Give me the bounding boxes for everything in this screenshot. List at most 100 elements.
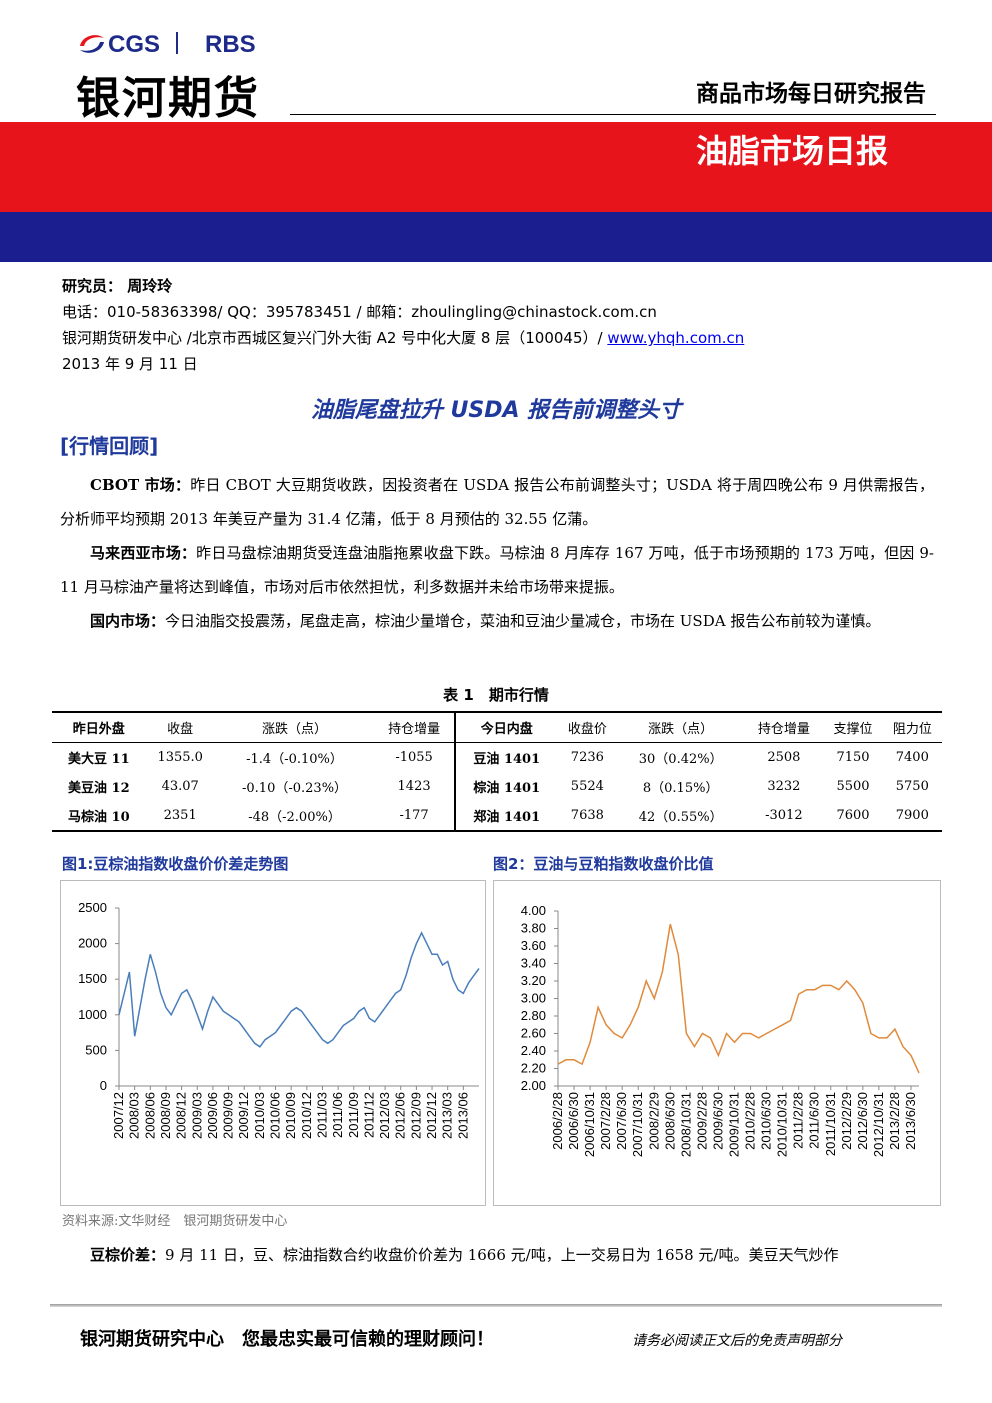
x-tick-label: 2011/09: [346, 1092, 361, 1138]
x-tick-label: 2006/2/28: [550, 1092, 565, 1150]
x-tick-label: 2006/6/30: [566, 1092, 581, 1150]
data-line: [118, 931, 480, 1048]
x-tick-label: 2012/03: [377, 1092, 392, 1139]
author-name: 周玲玲: [127, 277, 173, 295]
blue-band: [0, 212, 992, 262]
header-cell: 阻力位: [892, 722, 932, 737]
author-label: 研究员：: [62, 277, 123, 295]
chart: 2.00 2.20 2.40 2.60 2.80 3.00 3.20 3.40 3.60 3.80…: [493, 880, 941, 1206]
table-header: 昨日外盘 收盘 涨跌（点） 持仓增量 今日内盘 收盘价 涨跌（点） 持仓增量 支撑位 阻力位: [52, 712, 942, 743]
x-tick-label: 2008/12: [174, 1092, 189, 1139]
paragraph-lead: 豆棕价差：: [90, 1246, 166, 1264]
x-tick-label: 2009/06: [205, 1092, 220, 1139]
footer-rule: [50, 1304, 942, 1307]
logo-icon: [80, 35, 104, 53]
address: 银河期货研发中心 /北京市西城区复兴门外大街 A2 号中化大厦 8 层（1000…: [62, 329, 608, 347]
paragraph-text: 今日油脂交投震荡，尾盘走高，棕油少量增仓，菜油和豆油少量减仓，市场在 USDA …: [165, 612, 881, 630]
x-tick-label: 2008/2/29: [646, 1092, 661, 1150]
x-tick-label: 2007/2/28: [598, 1092, 613, 1150]
y-tick-label: 3.60: [521, 938, 546, 953]
author-line: 研究员： 周玲玲: [62, 276, 172, 296]
table-cell: 马棕油 10: [68, 810, 130, 825]
x-tick-label: 2009/09: [221, 1092, 236, 1139]
paragraph-text: 9 月 11 日，豆、棕油指数合约收盘价价差为 1666 元/吨，上一交易日为 …: [165, 1246, 839, 1264]
x-tick-label: 2009/10/31: [726, 1092, 741, 1157]
table-cell: 43.07: [161, 779, 199, 794]
y-tick-label: 3.80: [521, 921, 546, 936]
x-tick-label: 2011/2/28: [791, 1092, 806, 1149]
table-cell: 5500: [836, 779, 870, 794]
data-line: [557, 923, 920, 1074]
website-link[interactable]: www.yhqh.com.cn: [607, 329, 745, 347]
header-rule: [290, 114, 936, 115]
table-cell: 美大豆 11: [68, 752, 130, 767]
table-cell: 7400: [895, 750, 929, 765]
table-cell: 棕油 1401: [473, 781, 541, 796]
chart-title: 图2：豆油与豆粕指数收盘价比值: [493, 855, 714, 873]
table-cell: 5524: [570, 779, 604, 794]
x-tick-label: 2010/12: [299, 1092, 314, 1139]
logo-separator: [176, 32, 178, 54]
address-line: 银河期货研发中心 /北京市西城区复兴门外大街 A2 号中化大厦 8 层（1000…: [62, 328, 744, 348]
x-tick-label: 2008/03: [127, 1092, 142, 1139]
table-row: 美豆油 12 43.07 -0.10（-0.23%） 1423 棕油 1401 5524 8…: [52, 772, 942, 801]
table-row: 马棕油 10 2351 -48（-2.00%） -177 郑油 1401 7638 42（0…: [52, 801, 942, 831]
table-cell: 1423: [374, 772, 456, 801]
x-tick-label: 2007/12: [111, 1092, 126, 1139]
x-tick-label: 2007/6/30: [614, 1092, 629, 1150]
paragraph-lead: 马来西亚市场：: [90, 544, 197, 562]
x-tick-label: 2010/06: [268, 1092, 283, 1139]
x-tick-label: 2013/06: [455, 1092, 470, 1139]
x-tick-label: 2012/09: [408, 1092, 423, 1139]
table-cell: 郑油 1401: [473, 810, 541, 825]
y-tick-label: 2.80: [521, 1008, 546, 1023]
paragraph: 国内市场：今日油脂交投震荡，尾盘走高，棕油少量增仓，菜油和豆油少量减仓，市场在 …: [60, 604, 934, 638]
date: 2013 年 9 月 11 日: [62, 355, 198, 373]
x-tick-label: 2013/03: [440, 1092, 455, 1139]
header-cell: 持仓增量: [374, 712, 456, 743]
paragraph: 马来西亚市场：昨日马盘棕油期货受连盘油脂拖累收盘下跌。马棕油 8 月库存 167…: [60, 536, 934, 604]
y-tick-label: 3.40: [521, 956, 546, 971]
table-cell: 7638: [570, 808, 604, 823]
header-cell: 支撑位: [833, 722, 873, 737]
x-tick-label: 2009/12: [236, 1092, 251, 1139]
x-tick-label: 2012/06: [393, 1092, 408, 1139]
x-tick-label: 2011/10/31: [823, 1092, 838, 1156]
y-tick-label: 1000: [78, 1007, 107, 1022]
header-cell: 涨跌（点）: [648, 722, 714, 737]
x-tick-label: 2008/06: [142, 1092, 157, 1139]
table-row: 美大豆 11 1355.0 -1.4（-0.10%） -1055 豆油 1401 7236…: [52, 742, 942, 772]
x-tick-label: 2009/03: [189, 1092, 204, 1139]
table-caption: 表 1 期市行情: [443, 686, 549, 704]
paragraph: CBOT 市场：昨日 CBOT 大豆期货收跌，因投资者在 USDA 报告公布前调…: [60, 468, 934, 536]
x-tick-label: 2012/2/29: [839, 1092, 854, 1150]
table-cell: -1.4（-0.10%）: [246, 752, 343, 767]
report-name: 油脂市场日报: [695, 132, 888, 170]
x-tick-label: 2009/2/28: [694, 1092, 709, 1150]
table-cell: -3012: [765, 808, 803, 823]
x-tick-label: 2010/2/28: [743, 1092, 758, 1150]
table-cell: -0.10（-0.23%）: [242, 781, 348, 796]
y-tick-label: 0: [100, 1078, 107, 1093]
table-cell: 豆油 1401: [473, 752, 541, 767]
x-tick-label: 2012/12: [424, 1092, 439, 1139]
market-table: 昨日外盘 收盘 涨跌（点） 持仓增量 今日内盘 收盘价 涨跌（点） 持仓增量 支撑位 阻力位 美大豆…: [52, 711, 942, 832]
table-cell: 7600: [836, 808, 870, 823]
x-tick-label: 2012/10/31: [871, 1092, 886, 1157]
table-cell: 7150: [836, 750, 870, 765]
x-tick-label: 2011/12: [361, 1092, 376, 1138]
x-tick-label: 2010/10/31: [775, 1092, 790, 1157]
x-tick-label: 2008/09: [158, 1092, 173, 1139]
x-tick-label: 2012/6/30: [855, 1092, 870, 1150]
paragraph-lead: 国内市场：: [90, 612, 166, 630]
header-cell: 涨跌（点）: [262, 722, 328, 737]
header-cell: 收盘价: [567, 722, 607, 737]
y-tick-label: 2.20: [521, 1061, 546, 1076]
header-cell: 收盘: [167, 722, 194, 737]
paragraphs: CBOT 市场：昨日 CBOT 大豆期货收跌，因投资者在 USDA 报告公布前调…: [60, 468, 934, 638]
red-band: [0, 122, 992, 212]
y-tick-label: 3.20: [521, 973, 546, 988]
y-tick-label: 2500: [78, 900, 107, 915]
footer-disclaimer: 请务必阅读正文后的免责声明部分: [632, 1333, 842, 1349]
